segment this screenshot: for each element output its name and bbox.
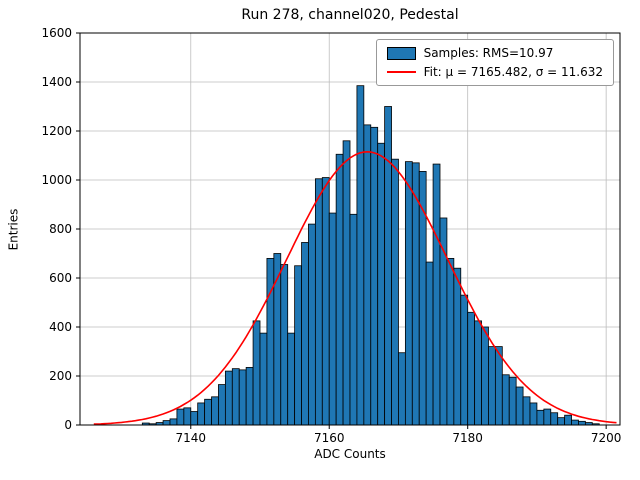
svg-text:1200: 1200: [41, 124, 72, 138]
svg-text:200: 200: [49, 369, 72, 383]
svg-text:1600: 1600: [41, 26, 72, 40]
fit-line-swatch: [386, 71, 416, 73]
svg-text:600: 600: [49, 271, 72, 285]
svg-text:7200: 7200: [591, 431, 622, 445]
svg-text:0: 0: [64, 418, 72, 432]
chart-title: Run 278, channel020, Pedestal: [241, 7, 459, 23]
legend-item-samples: Samples: RMS=10.97: [386, 46, 603, 60]
x-axis-label: ADC Counts: [314, 447, 386, 461]
svg-text:1000: 1000: [41, 173, 72, 187]
svg-text:7160: 7160: [314, 431, 345, 445]
svg-text:7140: 7140: [175, 431, 206, 445]
samples-label: Samples: RMS=10.97: [423, 46, 554, 60]
svg-text:1400: 1400: [41, 75, 72, 89]
svg-text:800: 800: [49, 222, 72, 236]
fit-label: Fit: μ = 7165.482, σ = 11.632: [423, 65, 603, 79]
samples-swatch: [386, 46, 416, 60]
y-axis-label: Entries: [6, 208, 21, 251]
legend: Samples: RMS=10.97 Fit: μ = 7165.482, σ …: [375, 39, 614, 86]
svg-text:7180: 7180: [452, 431, 483, 445]
svg-text:400: 400: [49, 320, 72, 334]
legend-item-fit: Fit: μ = 7165.482, σ = 11.632: [386, 65, 603, 79]
